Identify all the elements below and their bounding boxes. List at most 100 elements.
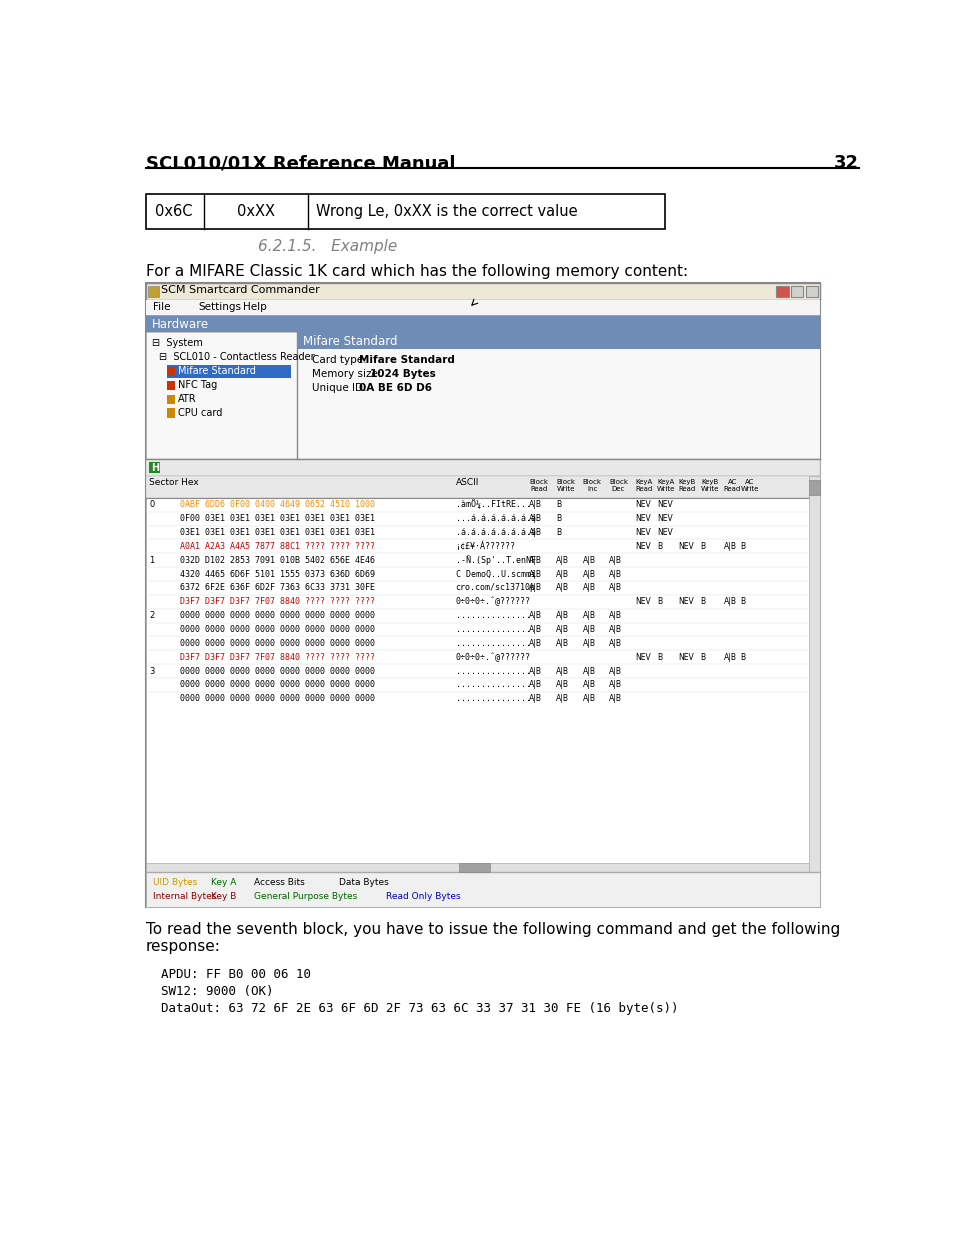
Text: B: B — [740, 652, 745, 662]
Text: ¡¢£¥·Á??????: ¡¢£¥·Á?????? — [455, 541, 515, 551]
Text: Sector Hex: Sector Hex — [149, 478, 199, 487]
Text: 0000 0000 0000 0000 0000 0000 0000 0000: 0000 0000 0000 0000 0000 0000 0000 0000 — [180, 611, 375, 620]
Bar — [146, 315, 819, 332]
Text: ...............: ............... — [455, 694, 530, 703]
Text: ...............: ............... — [455, 680, 530, 689]
Text: A|B: A|B — [723, 542, 736, 551]
Bar — [146, 283, 819, 300]
Bar — [296, 332, 819, 459]
Text: Mifare Standard: Mifare Standard — [178, 366, 256, 377]
Text: A|B: A|B — [609, 625, 621, 634]
Text: B: B — [657, 542, 661, 551]
Text: Data Bytes: Data Bytes — [339, 878, 389, 887]
Text: 0A BE 6D D6: 0A BE 6D D6 — [359, 383, 431, 393]
Bar — [148, 287, 158, 296]
Text: A|B: A|B — [529, 527, 541, 537]
Text: KeyB
Read: KeyB Read — [678, 479, 696, 493]
Text: B: B — [556, 500, 561, 509]
Bar — [167, 367, 175, 377]
Bar — [146, 194, 664, 228]
Text: NEV: NEV — [635, 500, 651, 509]
Bar — [146, 872, 819, 906]
Text: A|B: A|B — [529, 514, 541, 524]
Text: A|B: A|B — [582, 680, 595, 689]
Text: Internal Bytes: Internal Bytes — [153, 892, 216, 902]
Text: 032D D102 2853 7091 010B 5402 656E 4E46: 032D D102 2853 7091 010B 5402 656E 4E46 — [180, 556, 375, 564]
Text: 1024 Bytes: 1024 Bytes — [370, 369, 436, 379]
Text: 6.2.1.5.   Example: 6.2.1.5. Example — [258, 240, 397, 254]
Text: B: B — [657, 652, 661, 662]
Text: A|B: A|B — [556, 625, 569, 634]
Text: Read Only Bytes: Read Only Bytes — [385, 892, 460, 902]
Text: A|B: A|B — [529, 694, 541, 703]
Text: UID Bytes: UID Bytes — [153, 878, 197, 887]
Text: ⊟  System: ⊟ System — [151, 338, 202, 348]
Text: H: H — [150, 463, 159, 473]
Text: Card type:: Card type: — [312, 356, 366, 366]
Text: A|B: A|B — [556, 680, 569, 689]
Text: 0xXX: 0xXX — [236, 204, 275, 220]
Text: Block
Write: Block Write — [556, 479, 574, 493]
Text: 4320 4465 6D6F 5101 1555 0373 636D 6D69: 4320 4465 6D6F 5101 1555 0373 636D 6D69 — [180, 569, 375, 578]
Text: A|B: A|B — [556, 569, 569, 578]
Text: 1: 1 — [149, 556, 154, 564]
Text: 0000 0000 0000 0000 0000 0000 0000 0000: 0000 0000 0000 0000 0000 0000 0000 0000 — [180, 667, 375, 676]
Text: Block
Inc: Block Inc — [582, 479, 601, 493]
Text: A|B: A|B — [556, 556, 569, 564]
Text: A|B: A|B — [723, 652, 736, 662]
Bar — [149, 462, 160, 473]
Text: NEV: NEV — [635, 542, 651, 551]
Bar — [776, 287, 787, 296]
Text: NEV: NEV — [657, 527, 672, 537]
Text: A|B: A|B — [529, 680, 541, 689]
Text: A|B: A|B — [556, 638, 569, 648]
Text: NEV: NEV — [678, 598, 694, 606]
Text: Block
Read: Block Read — [529, 479, 547, 493]
Text: D3F7 D3F7 D3F7 7F07 8840 ???? ???? ????: D3F7 D3F7 D3F7 7F07 8840 ???? ???? ???? — [180, 598, 375, 606]
Text: NEV: NEV — [678, 652, 694, 662]
Text: 0000 0000 0000 0000 0000 0000 0000 0000: 0000 0000 0000 0000 0000 0000 0000 0000 — [180, 694, 375, 703]
Text: B: B — [700, 598, 704, 606]
Text: ASCII: ASCII — [455, 478, 479, 487]
Text: A|B: A|B — [609, 583, 621, 593]
Text: Unique ID:: Unique ID: — [312, 383, 366, 393]
Text: A|B: A|B — [556, 667, 569, 676]
Bar — [805, 287, 818, 296]
Text: A|B: A|B — [582, 667, 595, 676]
Text: A|B: A|B — [723, 598, 736, 606]
Text: General Purpose Bytes: General Purpose Bytes — [254, 892, 357, 902]
Text: 0000 0000 0000 0000 0000 0000 0000 0000: 0000 0000 0000 0000 0000 0000 0000 0000 — [180, 625, 375, 634]
Text: D3F7 D3F7 D3F7 7F07 8840 ???? ???? ????: D3F7 D3F7 D3F7 7F07 8840 ???? ???? ???? — [180, 652, 375, 662]
Text: A|B: A|B — [609, 638, 621, 648]
Text: B: B — [700, 542, 704, 551]
Text: SW12: 9000 (OK): SW12: 9000 (OK) — [161, 986, 274, 998]
Text: 0x6C: 0x6C — [155, 204, 192, 220]
Bar — [790, 287, 803, 296]
Text: 2: 2 — [149, 611, 154, 620]
Bar — [459, 863, 489, 872]
Text: Help: Help — [243, 303, 267, 312]
Bar — [296, 332, 819, 350]
Text: ...............: ............... — [455, 611, 530, 620]
Text: A0A1 A2A3 A4A5 7877 88C1 ???? ???? ????: A0A1 A2A3 A4A5 7877 88C1 ???? ???? ???? — [180, 542, 375, 551]
Text: A|B: A|B — [582, 583, 595, 593]
Bar — [808, 480, 819, 495]
Text: 03E1 03E1 03E1 03E1 03E1 03E1 03E1 03E1: 03E1 03E1 03E1 03E1 03E1 03E1 03E1 03E1 — [180, 527, 375, 537]
Text: 0F00 03E1 03E1 03E1 03E1 03E1 03E1 03E1: 0F00 03E1 03E1 03E1 03E1 03E1 03E1 03E1 — [180, 514, 375, 524]
Text: B: B — [740, 542, 745, 551]
Text: A|B: A|B — [529, 556, 541, 564]
Text: Mifare Standard: Mifare Standard — [303, 335, 397, 347]
Text: NFC Tag: NFC Tag — [178, 380, 217, 390]
Text: Access Bits: Access Bits — [254, 878, 305, 887]
Text: B: B — [657, 598, 661, 606]
Text: A|B: A|B — [529, 625, 541, 634]
Text: To read the seventh block, you have to issue the following command and get the f: To read the seventh block, you have to i… — [146, 923, 839, 937]
Text: CPU card: CPU card — [178, 408, 222, 417]
Text: Settings: Settings — [198, 303, 241, 312]
Text: AC
Write: AC Write — [740, 479, 758, 493]
Text: ...á.á.á.á.á.á.á: ...á.á.á.á.á.á.á — [455, 514, 535, 524]
Text: 6372 6F2E 636F 6D2F 7363 6C33 3731 30FE: 6372 6F2E 636F 6D2F 7363 6C33 3731 30FE — [180, 583, 375, 593]
Text: ATR: ATR — [178, 394, 196, 404]
Text: For a MIFARE Classic 1K card which has the following memory content:: For a MIFARE Classic 1K card which has t… — [146, 264, 687, 279]
Text: .-Ñ.(Sp'..T.enNF: .-Ñ.(Sp'..T.enNF — [455, 556, 535, 566]
